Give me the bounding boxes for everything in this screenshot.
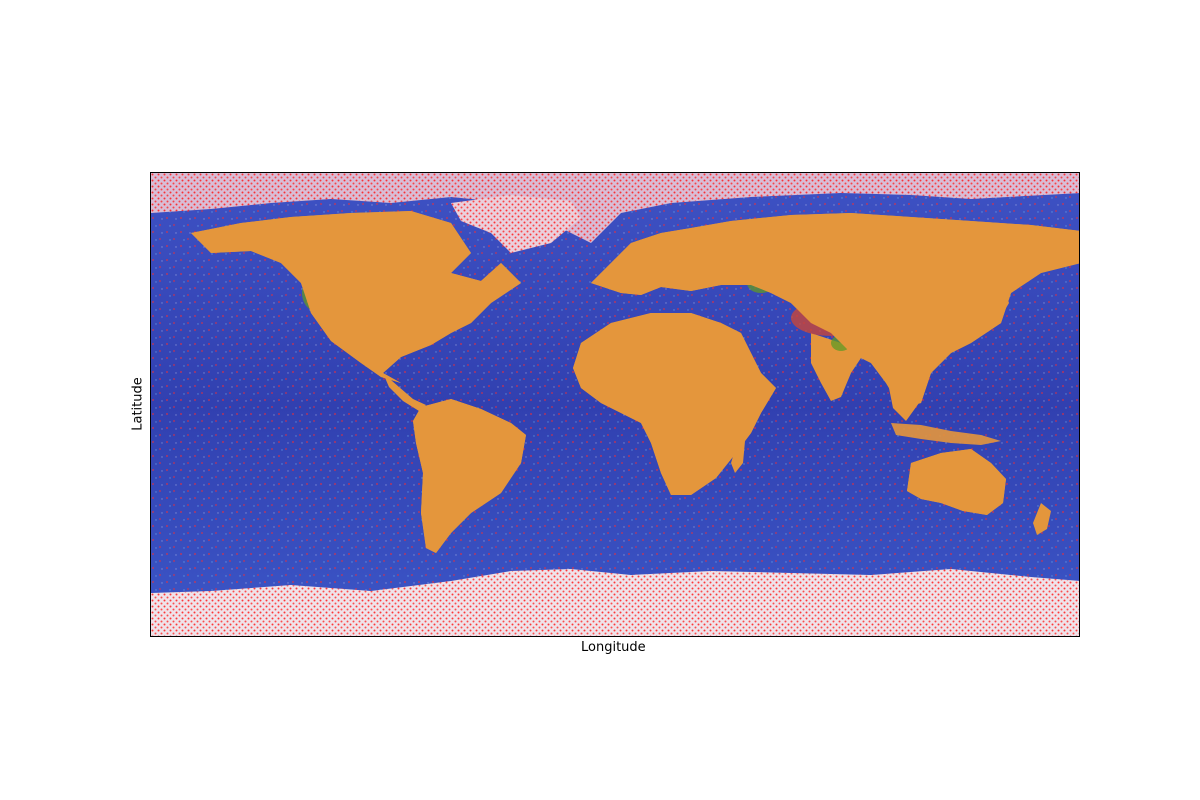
world-map [151, 173, 1079, 636]
arctic-ice-points [151, 173, 1079, 243]
x-axis-label: Longitude [581, 640, 646, 655]
new-zealand [1033, 503, 1051, 535]
central-america [383, 373, 426, 411]
map-plot-area[interactable] [150, 172, 1080, 637]
greenland-points [451, 195, 581, 253]
y-axis-label: Latitude [130, 377, 146, 431]
indonesia [891, 423, 1001, 445]
madagascar [731, 441, 745, 473]
antarctic-ice-points [151, 569, 1079, 636]
